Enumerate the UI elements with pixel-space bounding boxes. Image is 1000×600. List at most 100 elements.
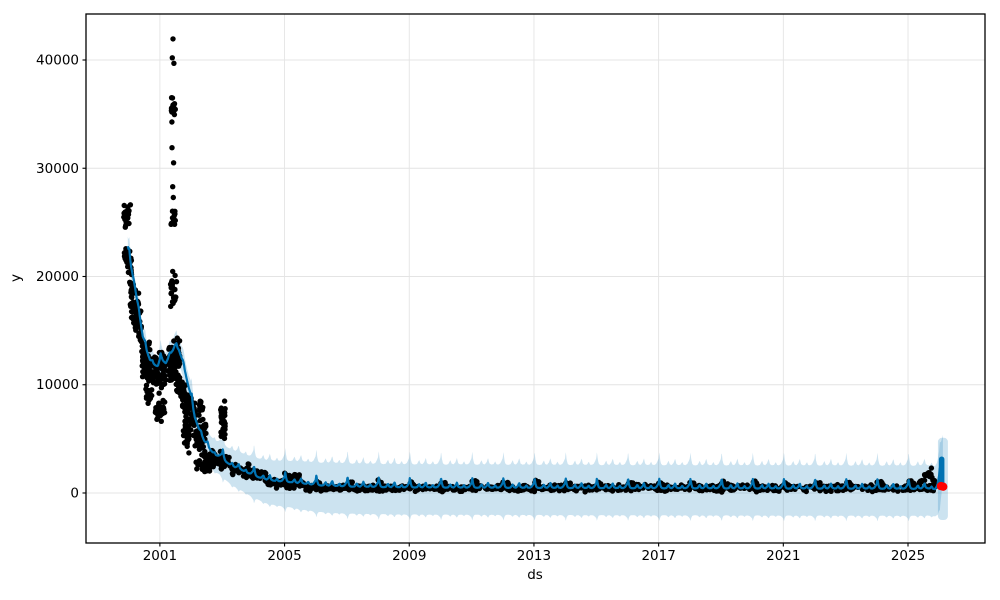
observed-point [125, 208, 131, 215]
observed-point [182, 403, 188, 409]
observed-point [154, 374, 160, 380]
observed-point [144, 368, 150, 374]
observed-point [197, 417, 204, 424]
observed-point [200, 423, 206, 430]
observed-point [143, 393, 150, 400]
observed-point [122, 224, 128, 230]
observed-point [218, 407, 224, 413]
observed-point [182, 409, 188, 415]
observed-point [218, 414, 224, 420]
observed-point [203, 430, 209, 437]
future-actual-point [939, 482, 948, 491]
observed-point [156, 390, 162, 396]
observed-point [218, 465, 224, 472]
observed-point [321, 486, 327, 493]
observed-point [170, 268, 176, 275]
observed-point [910, 481, 917, 487]
observed-point [146, 341, 152, 347]
observed-point [172, 208, 178, 214]
observed-point [154, 416, 160, 422]
observed-point [220, 427, 226, 433]
observed-point [169, 145, 175, 151]
observed-point [193, 436, 199, 442]
observed-point [175, 383, 182, 390]
y-tick-label: 20000 [36, 269, 79, 285]
observed-point [163, 377, 169, 383]
observed-point [514, 488, 521, 494]
observed-point [199, 461, 205, 468]
observed-point [194, 442, 201, 448]
observed-point [149, 387, 155, 393]
observed-point [172, 272, 178, 279]
observed-point [140, 363, 146, 369]
observed-point [171, 101, 178, 107]
observed-point [230, 471, 236, 478]
observed-point [160, 404, 166, 410]
observed-point [128, 289, 134, 296]
observed-point [186, 450, 192, 456]
observed-point [928, 474, 934, 480]
observed-point [150, 380, 157, 386]
observed-point [175, 372, 181, 378]
observed-point [193, 432, 200, 438]
observed-point [221, 398, 228, 404]
x-tick-label: 2025 [891, 548, 925, 564]
x-tick-label: 2009 [392, 548, 426, 564]
observed-point [186, 432, 193, 438]
observed-point [170, 36, 176, 42]
observed-point [170, 184, 176, 190]
observed-point [202, 468, 208, 475]
observed-point [218, 433, 224, 439]
observed-point [273, 485, 280, 491]
observed-point [262, 469, 268, 476]
observed-point [172, 286, 178, 293]
observed-point [173, 279, 180, 285]
observed-points [121, 36, 939, 495]
y-tick-label: 30000 [36, 161, 79, 177]
observed-point [250, 474, 256, 480]
observed-point [166, 344, 173, 351]
observed-point [169, 95, 176, 101]
y-tick-label: 0 [70, 485, 79, 501]
observed-point [171, 213, 177, 219]
observed-point [182, 439, 189, 445]
observed-point [128, 294, 135, 300]
observed-point [206, 451, 213, 457]
observed-point [194, 466, 200, 472]
observed-point [196, 458, 203, 464]
observed-point [170, 108, 177, 115]
y-axis-label: y [8, 274, 24, 282]
observed-point [286, 474, 292, 480]
observed-point [131, 320, 137, 326]
observed-point [170, 294, 177, 301]
x-tick-label: 2001 [143, 548, 177, 564]
observed-point [189, 415, 195, 421]
observed-point [159, 409, 166, 415]
observed-point [161, 399, 167, 405]
observed-point [124, 253, 130, 260]
observed-point [173, 354, 179, 360]
observed-point [167, 377, 173, 383]
observed-point [182, 432, 188, 438]
observed-point [222, 406, 228, 412]
observed-point [303, 484, 309, 490]
observed-point [140, 359, 146, 365]
observed-point [123, 213, 130, 219]
observed-point [132, 302, 138, 308]
observed-point [161, 368, 167, 374]
observed-point [200, 404, 206, 411]
x-tick-label: 2013 [517, 548, 551, 564]
uncertainty-band-area [127, 236, 943, 522]
observed-point [161, 381, 167, 388]
observed-point [169, 55, 175, 61]
x-axis-label: ds [527, 567, 543, 583]
observed-point [133, 309, 139, 315]
observed-point [209, 456, 216, 462]
observed-point [174, 363, 181, 369]
observed-point [928, 465, 935, 471]
observed-point [152, 408, 159, 414]
forecast-line [126, 245, 944, 491]
x-tick-label: 2017 [641, 548, 675, 564]
